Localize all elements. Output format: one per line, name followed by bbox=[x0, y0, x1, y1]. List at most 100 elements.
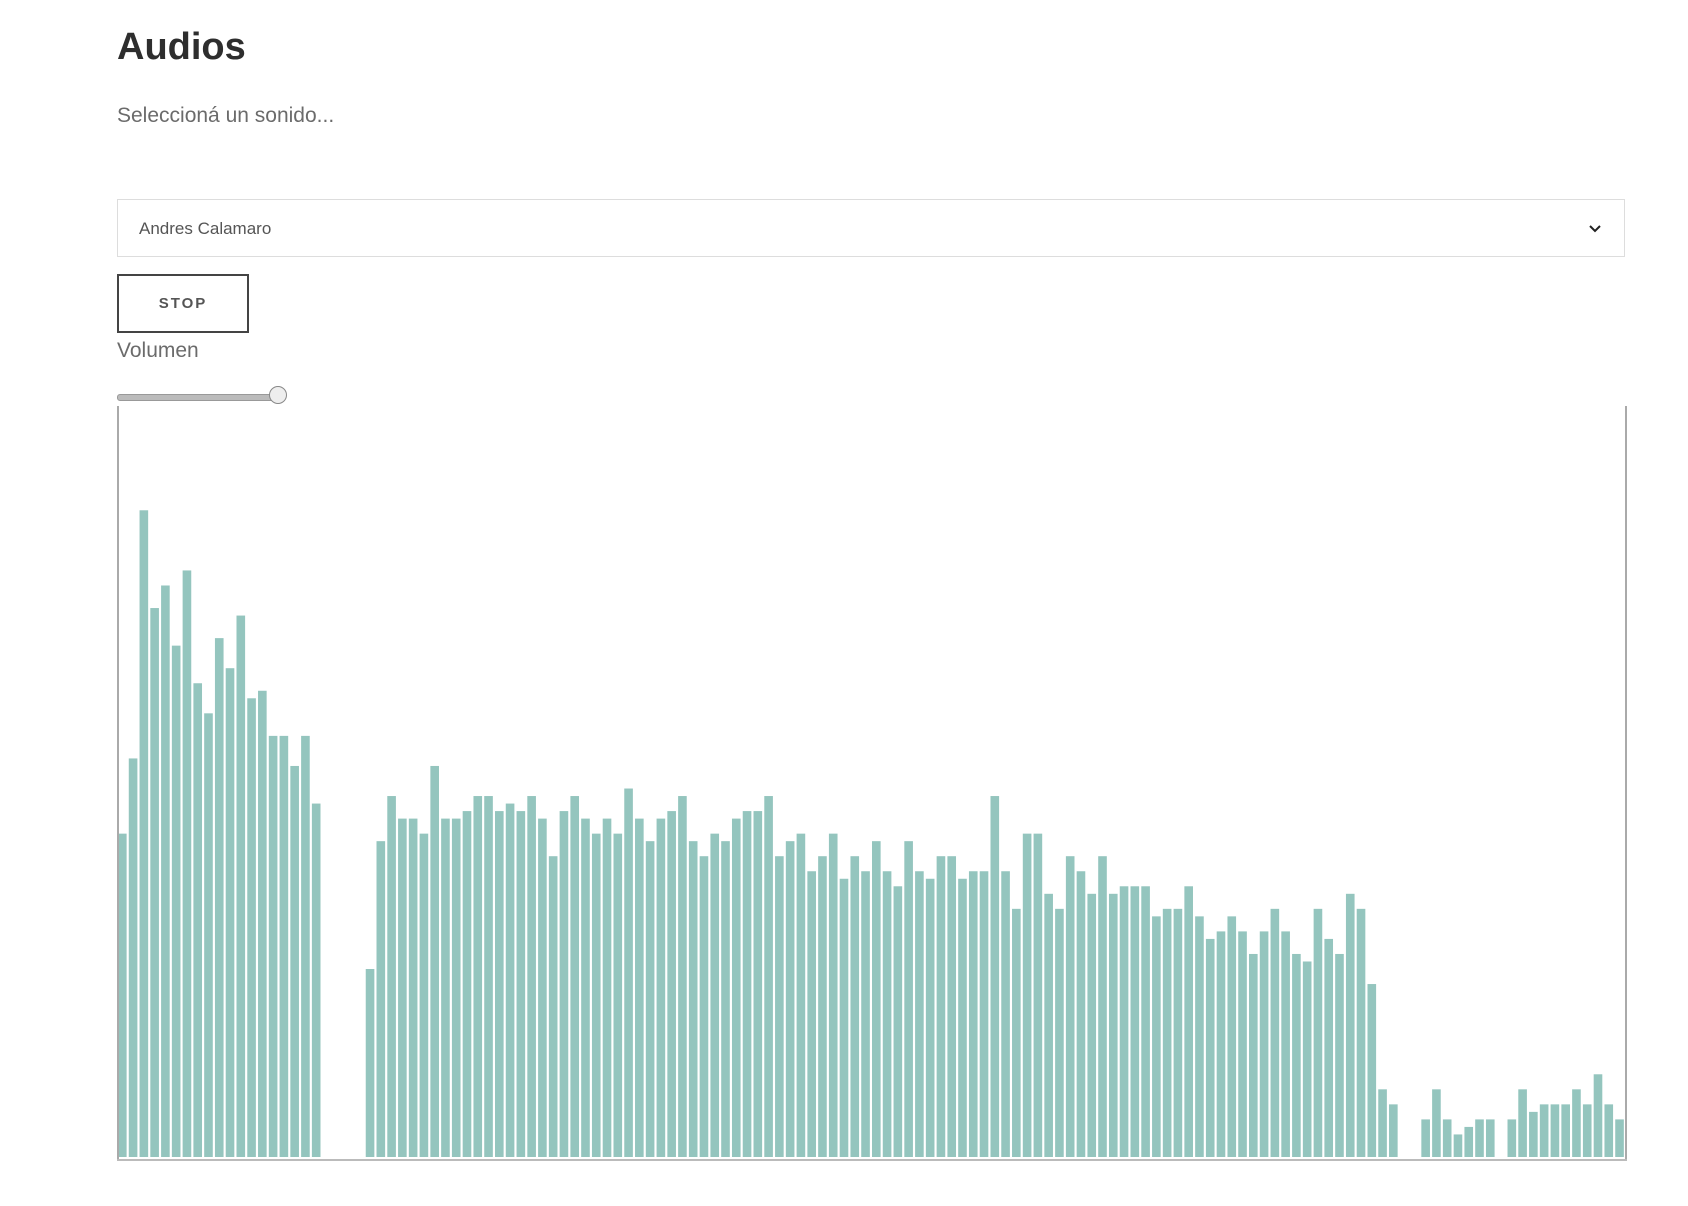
frequency-bar bbox=[581, 818, 590, 1157]
frequency-bar bbox=[247, 698, 256, 1157]
frequency-bar bbox=[947, 856, 957, 1157]
frequency-bar bbox=[828, 833, 838, 1157]
frequency-bar bbox=[979, 871, 989, 1157]
frequency-bar bbox=[495, 811, 504, 1157]
frequency-bar bbox=[1044, 893, 1053, 1157]
frequency-bar bbox=[958, 878, 967, 1157]
frequency-bar bbox=[807, 871, 816, 1157]
frequency-bar bbox=[850, 856, 860, 1157]
frequency-bar bbox=[699, 856, 709, 1157]
frequency-bar bbox=[1529, 1111, 1538, 1157]
frequency-bar bbox=[872, 841, 881, 1157]
frequency-bar bbox=[408, 818, 418, 1157]
frequency-bar bbox=[430, 765, 439, 1157]
frequency-bar bbox=[441, 818, 450, 1157]
frequency-bar bbox=[1130, 886, 1140, 1157]
frequency-bar bbox=[1270, 908, 1280, 1157]
frequency-bar bbox=[1173, 908, 1183, 1157]
frequency-bar bbox=[1302, 961, 1312, 1157]
frequency-bar bbox=[1141, 886, 1150, 1157]
frequency-bar bbox=[1378, 1089, 1387, 1157]
volume-label: Volumen bbox=[117, 339, 199, 362]
frequency-bar bbox=[570, 796, 580, 1157]
frequency-bar bbox=[301, 735, 310, 1157]
frequency-bar bbox=[785, 841, 795, 1157]
frequency-bar bbox=[1227, 916, 1237, 1157]
frequency-bar bbox=[1087, 893, 1097, 1157]
frequency-bar bbox=[462, 811, 472, 1157]
frequency-bar bbox=[635, 818, 644, 1157]
visualizer bbox=[117, 406, 1627, 1161]
frequency-bar bbox=[559, 811, 569, 1157]
frequency-bar bbox=[1507, 1119, 1517, 1157]
frequency-bar bbox=[182, 570, 192, 1157]
frequency-bar bbox=[1604, 1104, 1614, 1157]
frequency-bar bbox=[290, 765, 299, 1157]
frequency-bar bbox=[688, 841, 698, 1157]
page-title: Audios bbox=[117, 26, 246, 68]
frequency-bar bbox=[1421, 1119, 1430, 1157]
frequency-bar bbox=[936, 856, 946, 1157]
frequency-bar bbox=[1442, 1119, 1452, 1157]
frequency-bar bbox=[1453, 1134, 1463, 1157]
frequency-bar bbox=[1313, 908, 1323, 1157]
frequency-bar bbox=[1356, 908, 1366, 1157]
frequency-bar bbox=[1518, 1089, 1527, 1157]
frequency-bar bbox=[1238, 931, 1247, 1157]
frequency-bar bbox=[311, 803, 321, 1157]
frequency-bar bbox=[161, 585, 170, 1157]
frequency-bar bbox=[1324, 938, 1334, 1157]
frequency-bar bbox=[398, 818, 407, 1157]
frequency-bar bbox=[527, 796, 536, 1157]
frequency-bar bbox=[990, 796, 1000, 1157]
frequency-bar bbox=[1432, 1089, 1441, 1157]
frequency-bar bbox=[645, 841, 655, 1157]
frequency-bar bbox=[1550, 1104, 1560, 1157]
frequency-bar bbox=[1593, 1074, 1603, 1157]
frequency-bar bbox=[1098, 856, 1107, 1157]
frequency-bar bbox=[139, 510, 149, 1157]
frequency-bar bbox=[1065, 856, 1075, 1157]
frequency-bar bbox=[1539, 1104, 1549, 1157]
frequency-bar bbox=[419, 833, 429, 1157]
frequency-bar bbox=[624, 788, 633, 1157]
frequency-bar bbox=[214, 638, 224, 1157]
sound-select[interactable]: Andres Calamaro bbox=[117, 199, 1625, 257]
frequency-bar bbox=[667, 811, 676, 1157]
frequency-bar bbox=[128, 758, 138, 1157]
frequency-bar bbox=[279, 735, 289, 1157]
frequency-bar bbox=[258, 690, 267, 1157]
frequency-bar bbox=[1259, 931, 1269, 1157]
frequency-bar bbox=[613, 833, 623, 1157]
frequency-bar bbox=[1389, 1104, 1398, 1157]
frequency-bar bbox=[893, 886, 903, 1157]
slider-thumb[interactable] bbox=[269, 386, 287, 404]
frequency-bar bbox=[376, 841, 386, 1157]
frequency-bar bbox=[775, 856, 784, 1157]
frequency-bar bbox=[1281, 931, 1290, 1157]
frequency-bar bbox=[731, 818, 741, 1157]
frequency-bar bbox=[1012, 908, 1021, 1157]
frequency-bar bbox=[1475, 1119, 1484, 1157]
frequency-bar bbox=[861, 871, 870, 1157]
frequency-bar bbox=[1292, 953, 1301, 1157]
frequency-bar bbox=[484, 796, 493, 1157]
frequency-bar bbox=[882, 871, 892, 1157]
frequency-bar bbox=[602, 818, 612, 1157]
volume-slider[interactable] bbox=[117, 394, 282, 401]
frequency-bar bbox=[387, 796, 396, 1157]
frequency-bar bbox=[915, 871, 924, 1157]
frequency-bar bbox=[171, 645, 181, 1157]
frequency-bar bbox=[1184, 886, 1193, 1157]
frequency-bar bbox=[1162, 908, 1172, 1157]
frequency-bar bbox=[1022, 833, 1032, 1157]
frequency-bar bbox=[1119, 886, 1129, 1157]
frequency-bar bbox=[839, 878, 849, 1157]
frequency-bar bbox=[591, 833, 601, 1157]
frequency-bar bbox=[268, 735, 278, 1157]
stop-button[interactable]: STOP bbox=[117, 274, 249, 333]
frequency-bar bbox=[1195, 916, 1204, 1157]
frequency-bar bbox=[818, 856, 827, 1157]
